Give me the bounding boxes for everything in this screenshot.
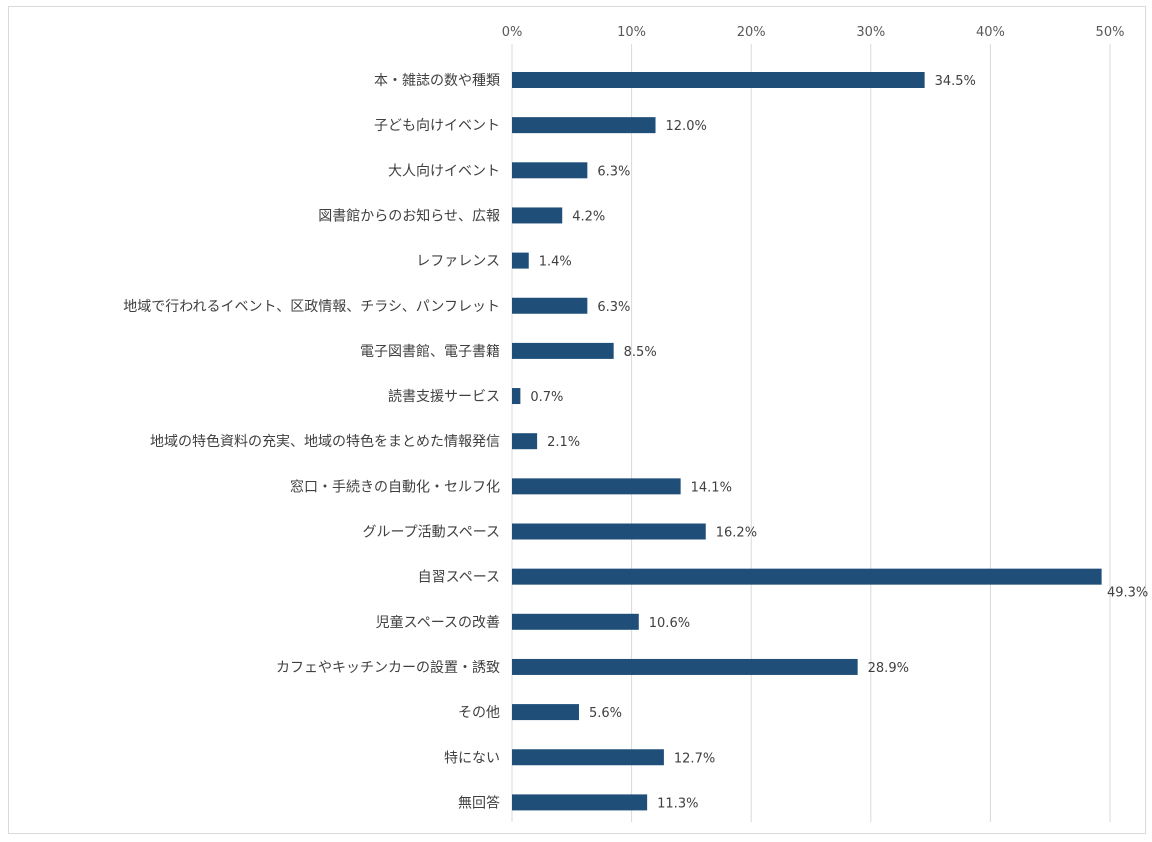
value-labels: 34.5% 12.0% 6.3% 4.2% 1.4% 6.3% 8.5% 0.7% 2.1% 14… [530, 74, 1148, 811]
category-label: 自習スペース [418, 570, 500, 586]
bar [512, 478, 681, 495]
bar [512, 749, 664, 766]
category-label: 図書館からのお知らせ、広報 [318, 207, 500, 224]
value-label: 6.3% [597, 300, 630, 315]
bar [512, 658, 858, 675]
value-label: 2.1% [547, 435, 580, 450]
bar [512, 568, 1102, 585]
category-label: 読書支援サービス [388, 388, 500, 405]
category-label: 地域で行われるイベント、区政情報、チラシ、パンフレット [123, 299, 500, 315]
x-tick-label: 20% [737, 25, 766, 40]
bars [512, 72, 1102, 811]
x-tick-label: 30% [856, 25, 885, 40]
bar [512, 117, 656, 134]
category-label: 窓口・手続きの自動化・セルフ化 [290, 478, 500, 495]
bar [512, 207, 563, 224]
value-label: 6.3% [597, 164, 630, 179]
bar [512, 704, 579, 721]
x-tick-label: 40% [976, 25, 1005, 40]
x-tick-label: 0% [502, 25, 523, 40]
category-label: 地域の特色資料の充実、地域の特色をまとめた情報発信 [150, 433, 500, 450]
x-axis-tick-labels: 0% 10% 20% 30% 40% 50% [502, 25, 1125, 40]
x-tick-label: 50% [1096, 25, 1125, 40]
value-label: 5.6% [589, 706, 622, 721]
value-label: 14.1% [691, 480, 732, 495]
value-label: 16.2% [716, 526, 757, 541]
category-label: 特にない [444, 750, 500, 766]
bar [512, 342, 614, 359]
category-label: 大人向けイベント [388, 163, 500, 179]
category-labels: 本・雑誌の数や種類子ども向けイベント大人向けイベント図書館からのお知らせ、広報レ… [123, 73, 500, 811]
bar [512, 523, 706, 540]
x-tick-label: 10% [617, 25, 646, 40]
category-label: 児童スペースの改善 [376, 614, 500, 631]
value-label: 11.3% [657, 796, 698, 811]
value-label: 34.5% [935, 74, 976, 89]
category-label: グループ活動スペース [363, 525, 500, 541]
bar [512, 433, 538, 450]
category-label: 子ども向けイベント [374, 118, 500, 134]
value-label: 0.7% [530, 390, 563, 405]
bar [512, 252, 529, 269]
bar [512, 297, 588, 314]
category-label: 本・雑誌の数や種類 [374, 73, 500, 89]
chart-frame [8, 6, 1146, 834]
bar [512, 162, 588, 179]
value-label: 12.0% [666, 119, 707, 134]
category-label: カフェやキッチンカーの設置・誘致 [276, 660, 500, 676]
value-label: 10.6% [649, 616, 690, 631]
category-label: その他 [458, 705, 500, 721]
bar [512, 794, 648, 811]
category-label: 無回答 [458, 794, 500, 811]
bar [512, 613, 639, 630]
value-label: 49.3% [1107, 586, 1148, 601]
value-label: 4.2% [572, 209, 605, 224]
bar [512, 388, 521, 405]
value-label: 12.7% [674, 751, 715, 766]
value-label: 28.9% [868, 661, 909, 676]
bar [512, 72, 925, 88]
category-label: 電子図書館、電子書籍 [360, 343, 500, 360]
value-label: 1.4% [539, 255, 572, 270]
category-label: レファレンス [416, 254, 500, 270]
value-label: 8.5% [624, 345, 657, 360]
